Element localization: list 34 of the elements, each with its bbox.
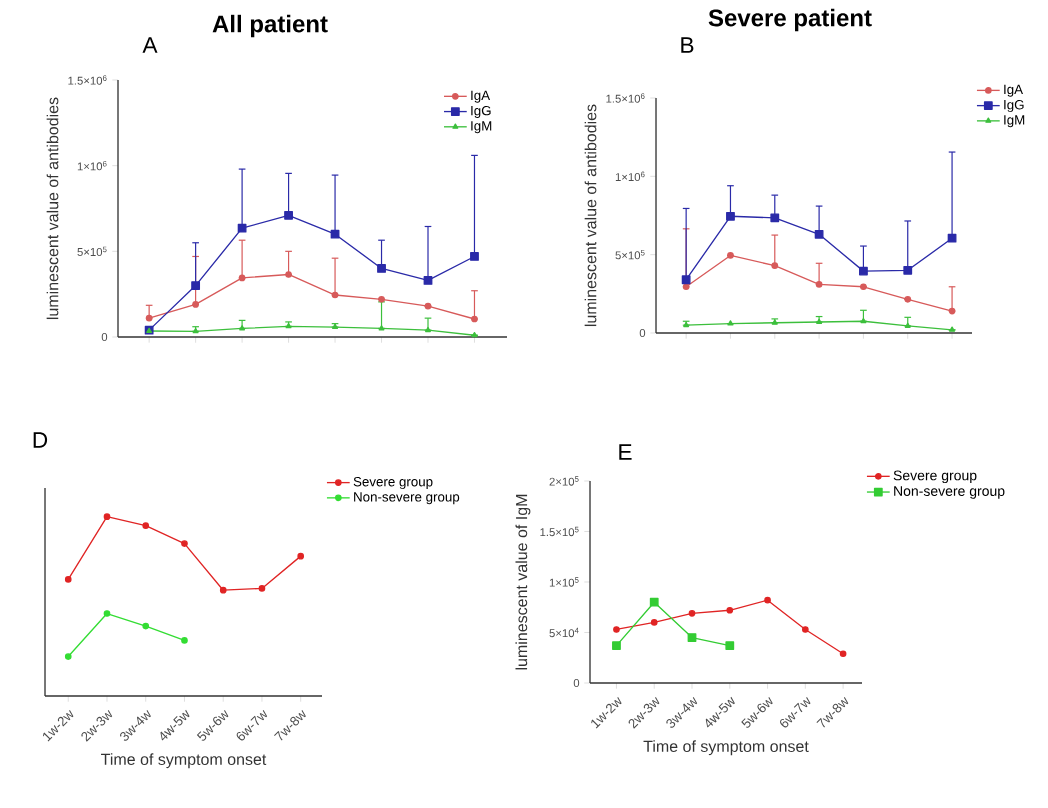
y-tick-label: 1.5×10$^{5}$ <box>540 526 579 537</box>
y-tick-label: 2×10$^{5}$ <box>549 476 579 486</box>
legend-label: IgA <box>1004 84 1024 97</box>
y-tick-label: 1.5×10$^{6}$ <box>606 93 645 103</box>
text: E <box>619 444 632 460</box>
legend-label: IgG <box>471 105 491 118</box>
y-tick-label: 5×10$^{4}$ <box>549 627 579 638</box>
y-tick-label: 1×10$^{6}$ <box>77 160 107 171</box>
chart-title: All patient <box>212 14 328 38</box>
legend-label: IgM <box>1004 115 1025 128</box>
y-tick-label: 1×10$^{6}$ <box>615 171 645 182</box>
text: A <box>142 37 158 53</box>
x-axis-title: Time of symptom onset <box>643 740 809 756</box>
y-tick-label: 1×10$^{5}$ <box>549 577 579 587</box>
y-tick-label: 0 <box>573 679 580 688</box>
legend-label: IgA <box>471 90 491 103</box>
y-tick-label: 5×10$^{5}$ <box>615 250 645 260</box>
text: D <box>33 432 48 448</box>
legend-label: Non-severe group <box>354 492 460 505</box>
y-tick-label: 5×10$^{5}$ <box>77 246 107 256</box>
chart-title: Severe patient <box>708 8 872 32</box>
text: B <box>681 37 694 53</box>
y-tick-label: 0 <box>101 332 108 341</box>
x-axis-title: Time of symptom onset <box>101 753 267 769</box>
legend-label: Non-severe group <box>894 486 1005 499</box>
legend-label: Severe group <box>353 476 433 490</box>
y-axis-title: luminescent value of antibodies <box>46 97 59 320</box>
y-tick-label: 1.5×10$^{6}$ <box>68 75 107 85</box>
y-axis-title: luminescent value of antibodies <box>584 104 597 327</box>
legend-label: Severe group <box>893 470 977 484</box>
y-tick-label: 0 <box>639 328 646 337</box>
y-axis-title: luminescent value of IgM <box>515 494 531 670</box>
legend-label: IgG <box>1004 99 1024 113</box>
legend-label: IgM <box>471 121 492 134</box>
